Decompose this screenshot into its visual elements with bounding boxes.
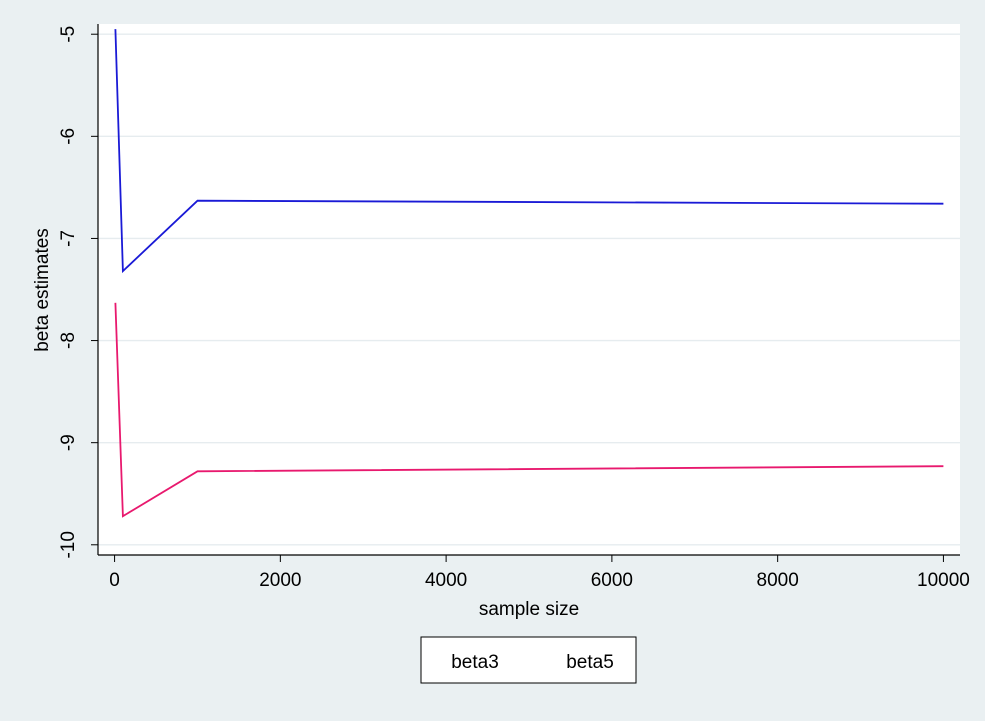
x-tick-label: 4000 bbox=[425, 570, 467, 591]
legend-entry-beta5: beta5 bbox=[566, 652, 614, 673]
grid-lines bbox=[98, 33, 960, 546]
legend-box bbox=[420, 636, 637, 684]
y-axis-label: beta estimates bbox=[32, 228, 53, 352]
series-line-beta5 bbox=[114, 302, 944, 518]
x-axis-label: sample size bbox=[479, 599, 579, 620]
y-axis-ticks: -10 -9 -8 -7 -6 -5 bbox=[58, 26, 98, 559]
y-tick-label: -10 bbox=[58, 531, 79, 558]
series-lines bbox=[114, 29, 944, 518]
legend-entry-beta3: beta3 bbox=[451, 652, 499, 673]
x-tick-label: 10000 bbox=[917, 570, 970, 591]
legend: beta3 beta5 bbox=[420, 636, 637, 684]
y-tick-label: -6 bbox=[58, 128, 79, 145]
series-line-beta3 bbox=[114, 29, 944, 274]
x-tick-label: 2000 bbox=[259, 570, 301, 591]
y-tick-label: -9 bbox=[58, 434, 79, 451]
axes bbox=[97, 24, 960, 556]
plot-area-background bbox=[98, 24, 960, 555]
y-tick-label: -7 bbox=[58, 230, 79, 247]
y-tick-label: -8 bbox=[58, 332, 79, 349]
x-tick-label: 8000 bbox=[757, 570, 799, 591]
x-axis-ticks: 0 2000 4000 6000 8000 10000 bbox=[109, 555, 970, 591]
x-tick-label: 0 bbox=[109, 570, 120, 591]
x-tick-label: 6000 bbox=[591, 570, 633, 591]
y-tick-label: -5 bbox=[58, 26, 79, 43]
